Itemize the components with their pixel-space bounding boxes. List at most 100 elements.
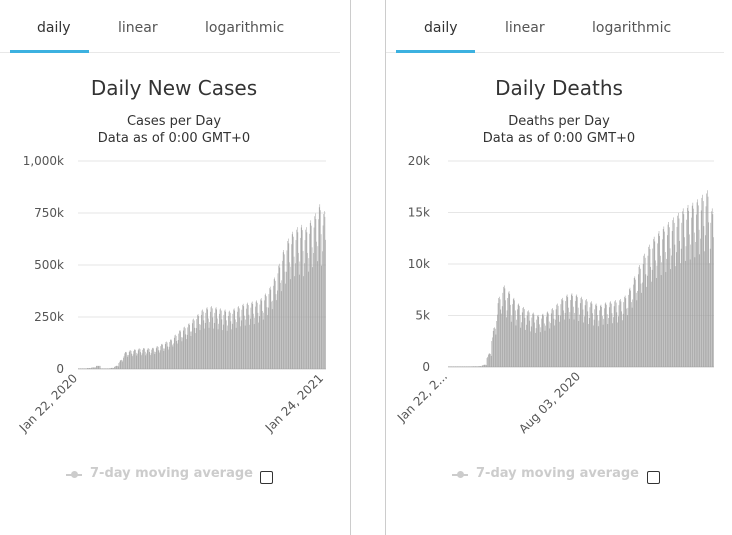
data-bar — [239, 317, 241, 369]
tab-logarithmic[interactable]: logarithmic — [205, 20, 285, 36]
data-bar — [515, 325, 517, 367]
data-bar — [668, 221, 669, 367]
data-bar — [227, 325, 228, 369]
data-bar — [148, 348, 150, 369]
moving-average-checkbox[interactable] — [260, 471, 273, 484]
data-bar — [686, 219, 687, 367]
tab-daily[interactable]: daily — [37, 20, 71, 36]
data-bar — [524, 317, 526, 367]
data-bar — [498, 298, 499, 367]
data-bar — [241, 309, 243, 369]
data-bar — [267, 315, 268, 369]
data-bar — [651, 281, 652, 367]
data-bar — [242, 303, 244, 369]
data-bar — [82, 368, 84, 369]
data-bar — [588, 318, 590, 367]
data-bar — [80, 368, 82, 369]
data-bar — [257, 312, 259, 369]
y-tick-label: 10k — [408, 257, 430, 271]
data-bar — [273, 285, 274, 369]
data-bar — [582, 299, 583, 367]
data-bar — [222, 324, 224, 369]
data-bar — [159, 352, 160, 369]
data-bar — [577, 297, 578, 367]
data-bar — [79, 368, 81, 369]
data-bar — [683, 214, 685, 367]
data-bar — [636, 300, 638, 367]
data-bar — [309, 233, 310, 369]
data-bar — [295, 263, 296, 369]
data-bar — [310, 220, 312, 369]
data-bar — [135, 350, 136, 369]
data-bar — [149, 351, 151, 369]
data-bar — [307, 252, 308, 369]
data-bar — [196, 319, 198, 369]
data-bar — [509, 293, 511, 367]
data-bar — [233, 308, 235, 369]
data-bar — [454, 366, 456, 367]
data-bar — [520, 327, 522, 367]
data-bar — [182, 337, 183, 369]
y-tick-label: 250k — [34, 310, 64, 324]
data-bar — [306, 227, 307, 369]
data-bar — [249, 318, 251, 369]
y-tick-label: 20k — [408, 154, 430, 168]
data-bar — [168, 349, 169, 369]
data-bar — [584, 316, 585, 367]
data-bar — [94, 367, 95, 369]
data-bar — [640, 268, 641, 367]
data-bar — [304, 240, 306, 369]
data-bar — [134, 349, 135, 369]
data-bar — [544, 330, 546, 367]
data-bar — [245, 319, 246, 369]
data-bar — [539, 324, 540, 367]
data-bar — [673, 222, 675, 367]
data-bar — [466, 366, 468, 367]
data-bar — [133, 351, 134, 369]
data-bar — [136, 355, 138, 369]
data-bar — [248, 305, 249, 369]
data-bar — [183, 327, 185, 369]
data-bar — [546, 316, 547, 367]
data-bar — [704, 251, 705, 367]
data-bar — [667, 224, 669, 367]
data-bar — [289, 262, 290, 369]
data-bar — [472, 366, 473, 367]
data-bar — [282, 260, 283, 369]
chart-subtitle: Deaths per Day — [508, 114, 610, 129]
data-bar — [534, 322, 535, 367]
data-bar — [541, 318, 542, 367]
data-bar — [254, 317, 255, 369]
data-bar — [656, 265, 658, 367]
data-bar — [130, 350, 132, 369]
data-bar — [162, 344, 163, 369]
data-bar — [713, 237, 714, 367]
data-bar — [146, 350, 148, 369]
data-bar — [160, 346, 161, 369]
data-bar — [625, 298, 627, 367]
data-bar — [557, 305, 559, 367]
data-bar — [79, 368, 80, 369]
data-bar — [316, 241, 317, 369]
data-bar — [551, 309, 553, 367]
data-bar — [324, 216, 326, 369]
data-bar — [671, 231, 673, 367]
tab-daily[interactable]: daily — [424, 20, 458, 36]
data-bar — [213, 328, 214, 369]
tab-logarithmic[interactable]: logarithmic — [592, 20, 672, 36]
tab-linear[interactable]: linear — [505, 20, 545, 36]
data-bar — [635, 279, 636, 367]
tab-linear[interactable]: linear — [118, 20, 158, 36]
data-bar — [662, 229, 664, 367]
data-bar — [179, 330, 181, 369]
data-bar — [541, 314, 543, 367]
x-tick-label: Aug 03, 2020 — [516, 369, 583, 436]
data-bar — [138, 348, 140, 369]
moving-average-checkbox[interactable] — [647, 471, 660, 484]
data-bar — [691, 217, 692, 367]
data-bar — [134, 349, 136, 369]
deaths-panel: daily linear logarithmic Daily Deaths De… — [386, 0, 732, 535]
data-bar — [228, 311, 230, 369]
data-bar — [320, 210, 321, 369]
legend-marker-icon — [71, 471, 78, 478]
